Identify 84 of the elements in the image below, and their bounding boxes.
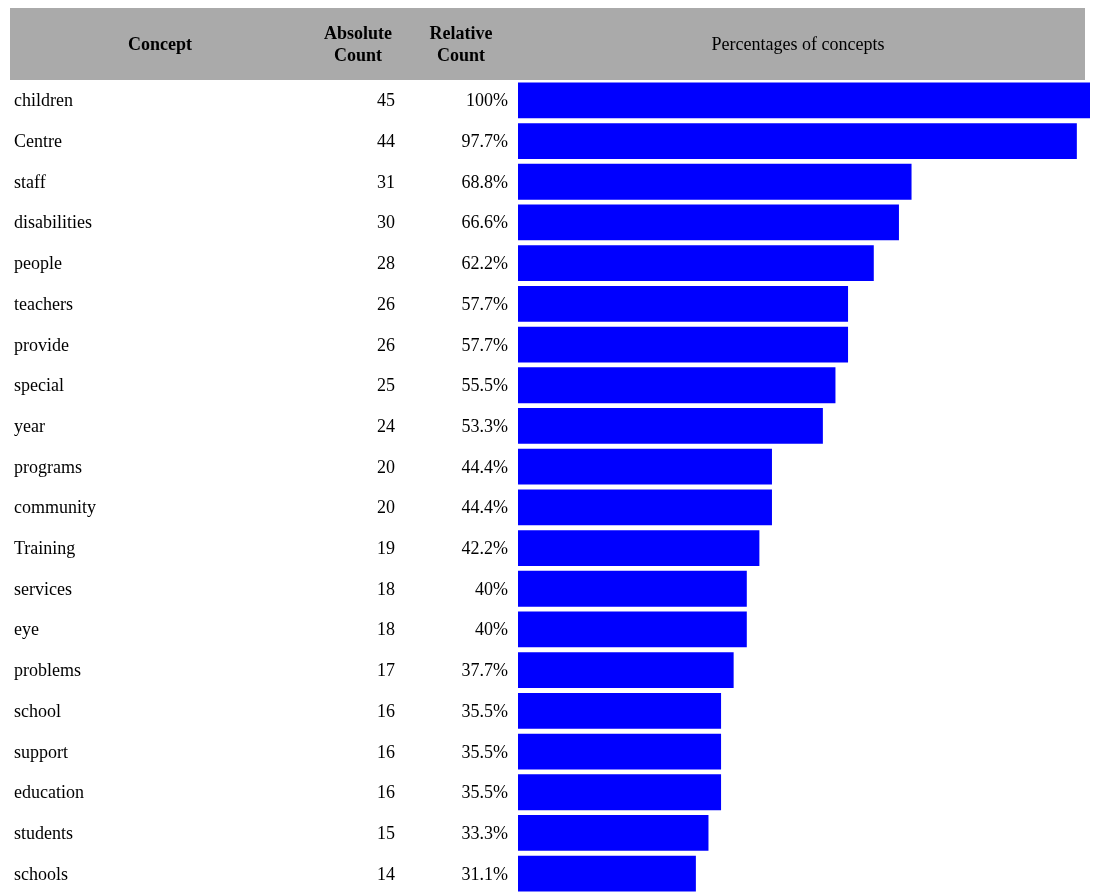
bar — [518, 326, 849, 363]
y-tick-label: schools — [14, 863, 68, 884]
text: 16 — [377, 700, 395, 721]
text: 16 — [377, 782, 395, 803]
y-tick-label: eye — [14, 619, 39, 640]
bar — [518, 123, 1077, 159]
y-tick-label: special — [14, 375, 64, 396]
data-label: 68.8% — [461, 171, 508, 192]
data-label: 37.7% — [461, 660, 508, 681]
y-tick-label: problems — [14, 660, 81, 681]
data-label: 57.7% — [461, 293, 508, 314]
bar — [518, 774, 722, 811]
y-tick-label: staff — [14, 171, 46, 192]
bar — [518, 530, 760, 566]
text: 19 — [377, 538, 395, 559]
data-label: 35.5% — [461, 741, 508, 762]
data-label: 44.4% — [461, 456, 508, 477]
data-label: 62.2% — [461, 253, 508, 274]
data-label: 33.3% — [461, 822, 508, 843]
text: 45 — [377, 90, 395, 111]
bar — [518, 733, 722, 770]
data-label: 40% — [475, 619, 508, 640]
bar — [518, 245, 874, 282]
data-label: 31.1% — [461, 863, 508, 884]
text: 26 — [377, 334, 395, 355]
text: 44 — [377, 131, 395, 152]
data-label: 66.6% — [461, 212, 508, 233]
y-axis-title: Concept — [128, 34, 192, 54]
data-label: 35.5% — [461, 782, 508, 803]
y-tick-label: Centre — [14, 131, 62, 152]
text: 17 — [377, 660, 395, 681]
data-label: 57.7% — [461, 334, 508, 355]
data-label: 40% — [475, 578, 508, 599]
bar — [518, 815, 709, 851]
y-tick-label: Training — [14, 538, 76, 559]
bar — [518, 82, 1090, 119]
bar — [518, 408, 823, 444]
bar — [518, 692, 722, 729]
y-tick-label: children — [14, 90, 73, 111]
text: 15 — [377, 822, 395, 843]
y-tick-label: provide — [14, 334, 69, 355]
y-tick-label: disabilities — [14, 212, 92, 233]
text: 20 — [377, 456, 395, 477]
y-tick-label: students — [14, 822, 74, 843]
text: 14 — [377, 863, 395, 884]
x-axis-title: Percentages of concepts — [711, 34, 885, 54]
data-label: 100% — [466, 90, 508, 111]
text: 24 — [377, 415, 395, 436]
data-label: 42.2% — [461, 538, 508, 559]
bar — [518, 204, 899, 241]
bar — [518, 855, 696, 892]
text: 18 — [377, 619, 395, 640]
y-tick-label: programs — [14, 456, 82, 477]
bar — [518, 163, 912, 200]
bar — [518, 611, 747, 648]
text: 25 — [377, 375, 395, 396]
text: 18 — [377, 578, 395, 599]
y-tick-label: people — [14, 253, 62, 274]
data-label: 35.5% — [461, 700, 508, 721]
data-label: 97.7% — [461, 131, 508, 152]
y-tick-label: community — [14, 497, 96, 518]
text: 28 — [377, 253, 395, 274]
y-tick-label: year — [14, 415, 45, 436]
y-tick-label: teachers — [14, 293, 73, 314]
bar — [518, 652, 734, 689]
y-tick-label: school — [14, 700, 61, 721]
y-tick-label: education — [14, 782, 84, 803]
y-tick-label: support — [14, 741, 68, 762]
text: Relative Count — [429, 23, 493, 65]
text: 31 — [377, 171, 395, 192]
bar — [518, 570, 747, 607]
text: 30 — [377, 212, 395, 233]
data-label: 55.5% — [461, 375, 508, 396]
text: 20 — [377, 497, 395, 518]
y-tick-label: services — [14, 578, 72, 599]
text: 26 — [377, 293, 395, 314]
text: 16 — [377, 741, 395, 762]
bar — [518, 367, 836, 404]
text: Absolute Count — [323, 23, 393, 65]
bar — [518, 448, 772, 485]
bar — [518, 285, 849, 322]
data-label: 44.4% — [461, 497, 508, 518]
bar — [518, 489, 772, 526]
data-label: 53.3% — [461, 415, 508, 436]
